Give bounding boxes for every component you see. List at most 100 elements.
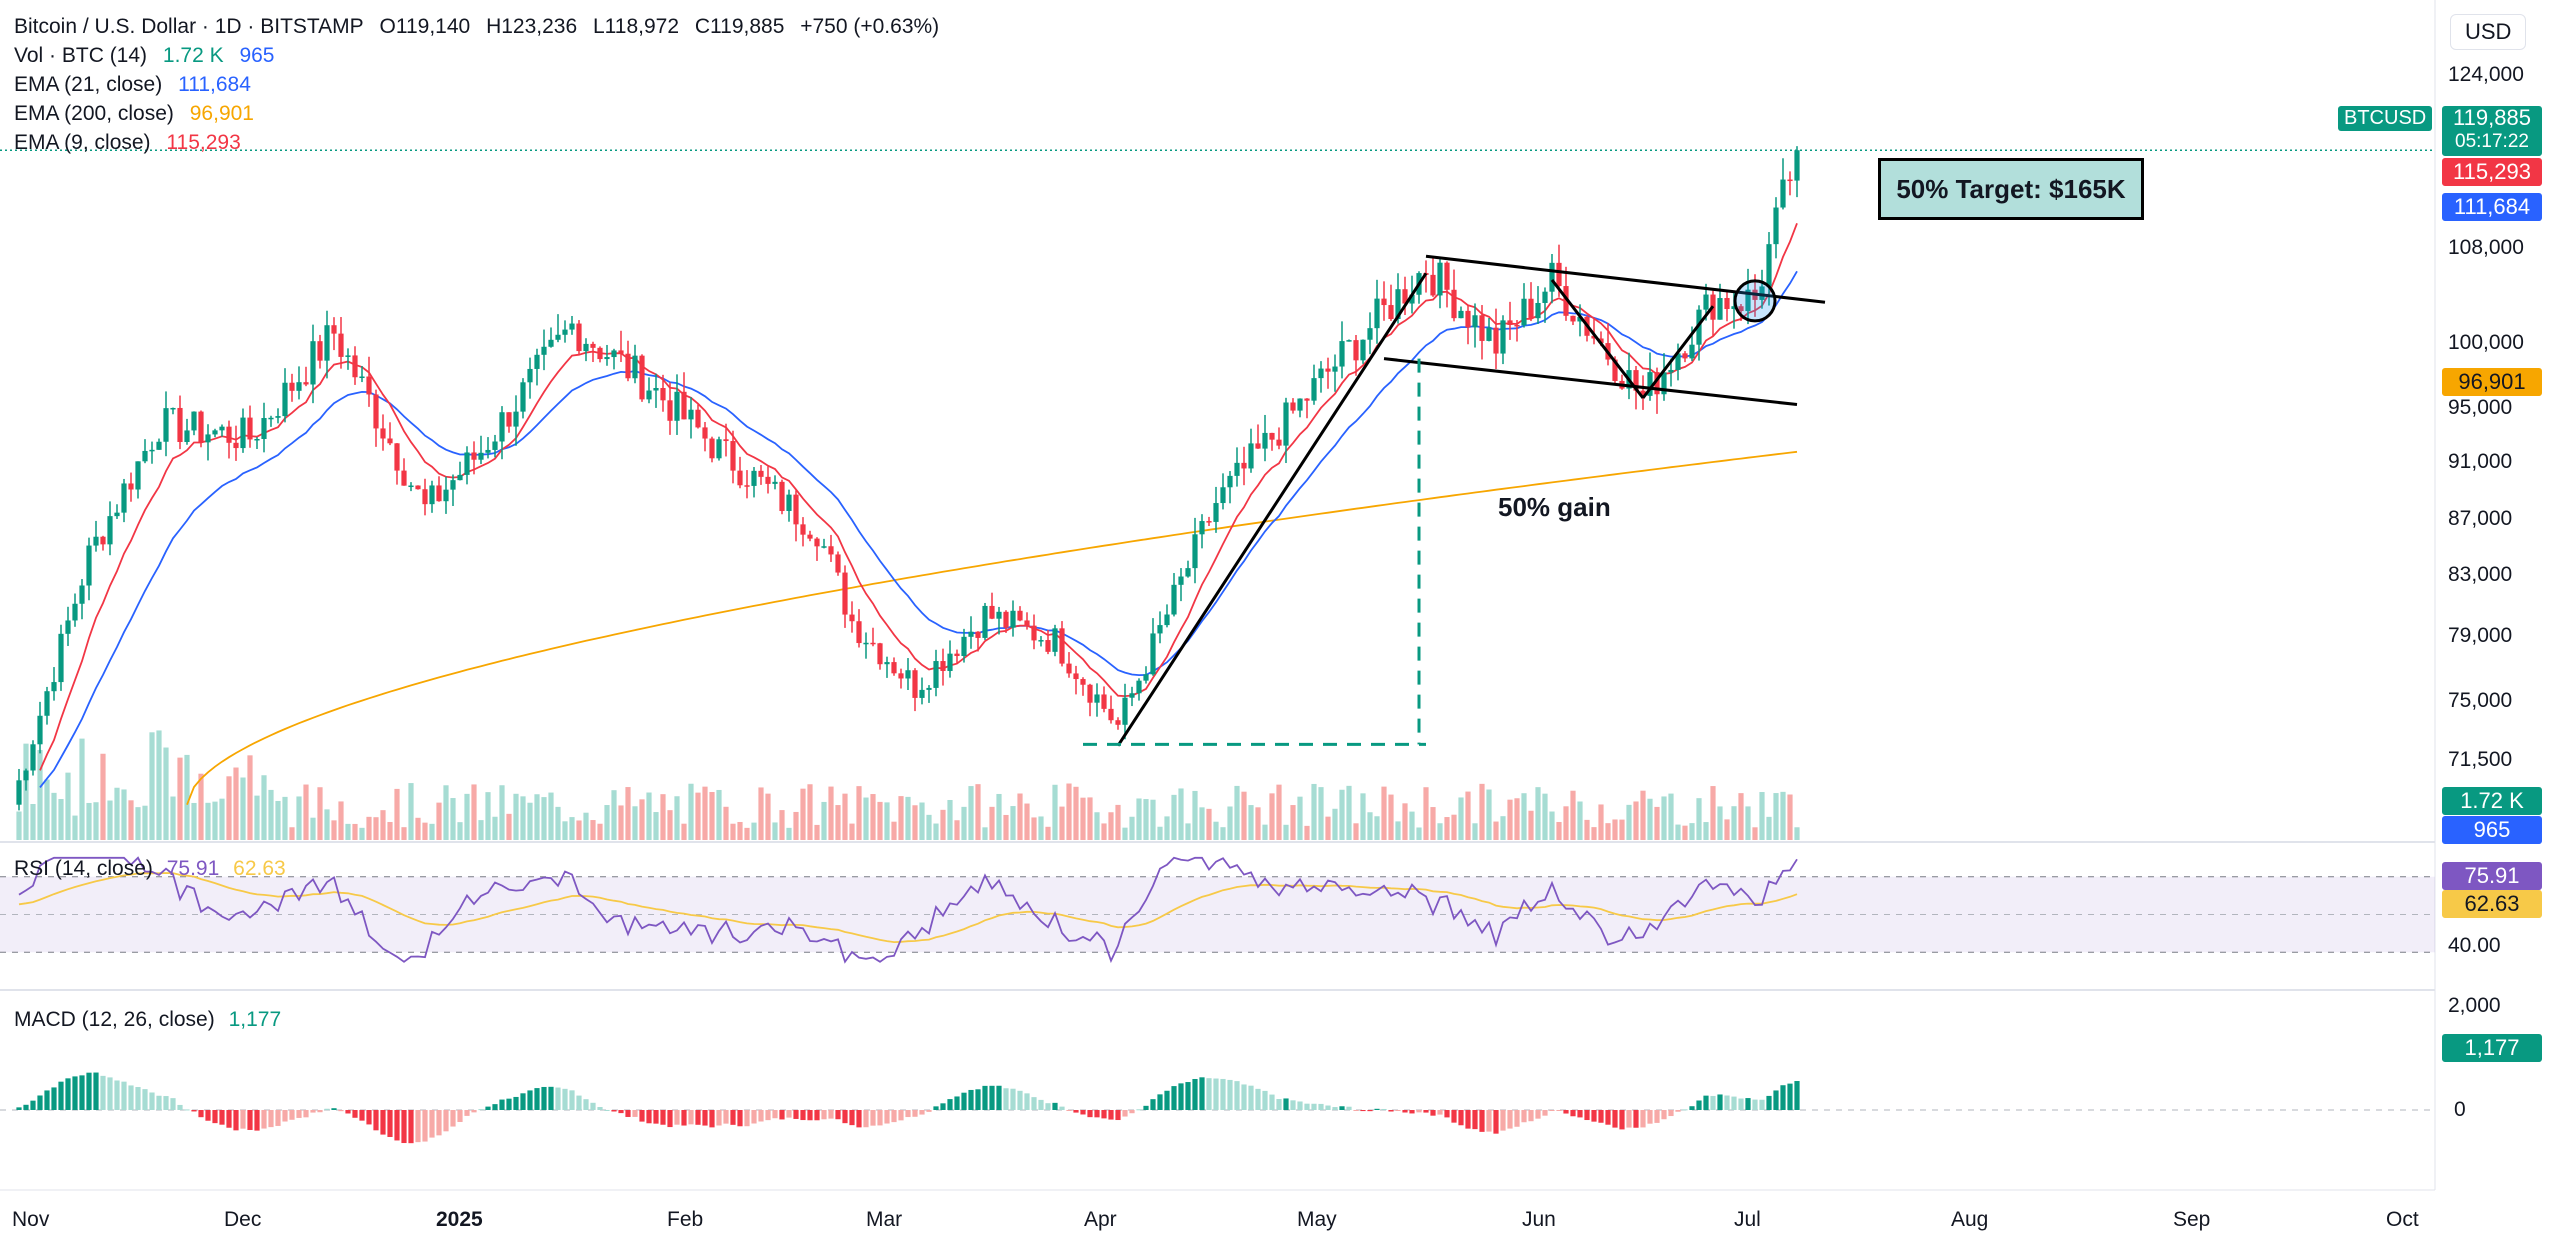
candle-body (653, 388, 659, 391)
candle-body (366, 376, 372, 395)
candle-body (30, 744, 36, 771)
volume-bar (1717, 806, 1723, 840)
time-tick: Aug (1951, 1208, 1989, 1231)
macd-histogram-bar (1052, 1102, 1058, 1110)
candle-body (1353, 340, 1359, 361)
volume-bar (1080, 797, 1086, 840)
macd-histogram-bar (485, 1106, 491, 1110)
candle-body (751, 470, 757, 486)
volume-bar (1731, 806, 1737, 840)
target-annotation[interactable]: 50% Target: $165K (1878, 158, 2144, 220)
candle (639, 354, 645, 402)
macd-histogram-bar (534, 1088, 540, 1110)
candle-body (485, 449, 491, 453)
volume-bar (1220, 827, 1226, 840)
candle (905, 658, 911, 691)
candle-body (961, 636, 967, 656)
flag-leg (1550, 278, 1645, 399)
macd-histogram-bar (261, 1110, 267, 1129)
volume-bar (1654, 806, 1660, 840)
volume-bar (646, 792, 652, 840)
macd-histogram-bar (1465, 1110, 1471, 1129)
rsi-legend[interactable]: RSI (14, close) 75.91 62.63 (14, 857, 286, 881)
volume-bar (170, 796, 176, 840)
candle (1437, 259, 1443, 309)
candle (884, 656, 890, 678)
volume-bar (821, 801, 827, 840)
candle-body (1528, 298, 1534, 319)
candle (289, 373, 295, 402)
candle (1472, 303, 1478, 348)
ema21-legend[interactable]: EMA (21, close) 111,684 (14, 70, 261, 99)
volume-bar (1360, 793, 1366, 840)
ohlc-low: L118,972 (592, 15, 680, 38)
macd-histogram-bar (940, 1103, 946, 1110)
candle-body (744, 485, 750, 487)
candle (1122, 683, 1128, 740)
volume-bar (436, 802, 442, 840)
volume-bar (863, 797, 869, 840)
candle-body (1773, 207, 1779, 245)
candle-body (541, 346, 547, 355)
candle (1087, 683, 1093, 717)
candle-body (772, 481, 778, 484)
candle (646, 377, 652, 404)
candle (828, 534, 834, 562)
candle-body (1374, 298, 1380, 329)
volume-bar (1073, 786, 1079, 840)
macd-histogram-bar (1710, 1095, 1716, 1110)
candle (1241, 446, 1247, 486)
macd-histogram-bar (1136, 1109, 1142, 1111)
volume-bar (1262, 824, 1268, 840)
macd-histogram-bar (1010, 1088, 1016, 1110)
macd-histogram-bar (268, 1110, 274, 1128)
volume-bar (317, 787, 323, 840)
volume-bar (1367, 812, 1373, 840)
macd-histogram-bar (499, 1099, 505, 1110)
volume-legend[interactable]: Vol · BTC (14) 1.72 K 965 (14, 41, 285, 70)
candle-body (450, 480, 456, 490)
macd-histogram-bar (324, 1108, 330, 1110)
time-tick: Dec (224, 1208, 262, 1231)
candle-body (1283, 402, 1289, 446)
macd-histogram-bar (961, 1092, 967, 1110)
volume-bar (982, 827, 988, 840)
candle-body (394, 443, 400, 471)
candle-body (1521, 298, 1527, 326)
currency-selector[interactable]: USD (2450, 14, 2527, 50)
candle-body (1241, 462, 1247, 469)
candle-body (1703, 294, 1709, 310)
macd-histogram-bar (317, 1110, 323, 1113)
volume-bar (1374, 816, 1380, 840)
candle (93, 520, 99, 552)
candle (499, 406, 505, 460)
candle-body (1178, 576, 1184, 585)
macd-histogram-bar (1423, 1110, 1429, 1113)
macd-histogram-bar (1360, 1110, 1366, 1112)
candle (142, 439, 148, 464)
volume-bar (114, 787, 120, 840)
ema9-legend[interactable]: EMA (9, close) 115,293 (14, 128, 251, 157)
volume-bar (1696, 798, 1702, 840)
candle (1185, 560, 1191, 578)
gain-annotation[interactable]: 50% gain (1498, 492, 1611, 522)
volume-bar (23, 743, 29, 840)
volume-bar (814, 824, 820, 840)
candle (226, 420, 232, 459)
macd-legend[interactable]: MACD (12, 26, close) 1,177 (14, 1008, 281, 1032)
last-price-badge: 119,885 05:17:22 (2442, 106, 2542, 156)
macd-histogram-bar (1549, 1110, 1555, 1111)
price-tick: 83,000 (2448, 563, 2513, 586)
candle (786, 489, 792, 522)
ema200-legend[interactable]: EMA (200, close) 96,901 (14, 99, 264, 128)
candle-body (1507, 320, 1513, 325)
macd-histogram-bar (394, 1110, 400, 1141)
volume-bar (1752, 827, 1758, 840)
macd-histogram-bar (401, 1110, 407, 1144)
macd-histogram-bar (1633, 1110, 1639, 1128)
volume-bar (940, 809, 946, 840)
macd-histogram-bar (681, 1110, 687, 1126)
ema200-badge: 96,901 (2442, 368, 2542, 396)
candle-body (436, 485, 442, 502)
